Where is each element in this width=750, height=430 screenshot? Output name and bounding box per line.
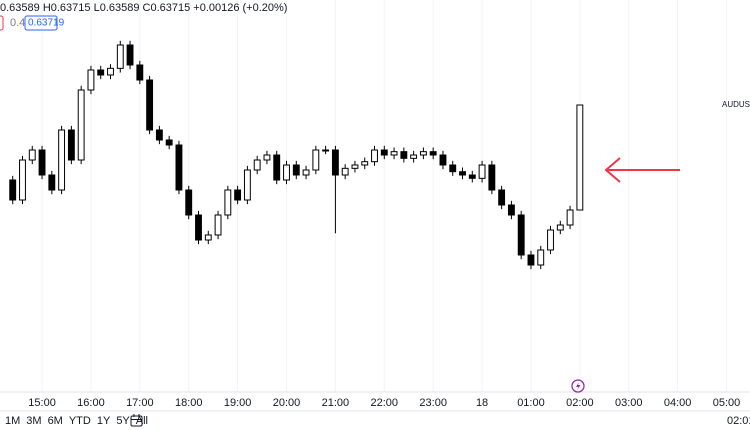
candle-body [468, 174, 476, 179]
candle-body [9, 179, 17, 201]
candle-body [507, 204, 515, 216]
range-button[interactable]: YTD [69, 415, 91, 427]
candle-body [478, 164, 486, 179]
candle-body [556, 224, 564, 231]
candle-body [439, 154, 447, 166]
candle-body [263, 154, 271, 161]
symbol-label: AUDUSD [722, 100, 750, 109]
candle-body [312, 149, 320, 171]
x-tick-label: 19:00 [224, 397, 252, 409]
candle-body [302, 169, 310, 176]
indicator-tag [0, 15, 4, 31]
candle-body [273, 154, 281, 181]
candle-body [390, 151, 398, 156]
candle-body [371, 149, 378, 163]
candle-body [107, 67, 114, 76]
range-button[interactable]: 6M [48, 415, 63, 427]
x-tick-label: 20:00 [273, 397, 301, 409]
candle-body [537, 249, 545, 266]
x-tick-label: 21:00 [322, 397, 350, 409]
candle-body [459, 171, 466, 176]
candle-body [195, 214, 202, 241]
candle-body [87, 69, 95, 91]
x-tick-label: 16:00 [77, 397, 105, 409]
candle-body [97, 69, 105, 76]
candle-body [185, 189, 193, 216]
x-tick-label: 01:00 [517, 397, 545, 409]
candle-body [498, 189, 506, 206]
x-tick-label: 18:00 [175, 397, 203, 409]
x-tick-label: 03:00 [615, 397, 643, 409]
x-tick-label: 23:00 [419, 397, 447, 409]
candle-body [243, 169, 251, 201]
candle-body [224, 189, 232, 216]
clock: 02:01: [727, 415, 750, 427]
candle-body [58, 129, 66, 191]
candle-body [234, 189, 242, 201]
candle-body [292, 164, 300, 176]
candle-body [380, 149, 388, 156]
x-tick-label: 15:00 [28, 397, 56, 409]
candle-body [419, 151, 427, 156]
arrow [604, 157, 680, 183]
price-tag: 0.63719 [28, 18, 65, 29]
candle-body [566, 209, 574, 226]
candle-body [28, 149, 36, 161]
range-button[interactable]: 1Y [97, 415, 111, 427]
candle-body [165, 139, 173, 146]
range-button[interactable]: 3M [26, 415, 41, 427]
candle-body [576, 104, 584, 211]
candle-body [429, 151, 437, 156]
candle-body [449, 164, 457, 173]
candle-body [361, 161, 369, 166]
x-tick-label: 17:00 [126, 397, 154, 409]
candle-body [400, 151, 408, 159]
candle-body [488, 164, 496, 191]
range-button[interactable]: 1M [5, 415, 20, 427]
candle-body [322, 149, 330, 152]
candle-body [547, 229, 554, 251]
candle-body [116, 44, 124, 69]
candle-body [19, 159, 26, 201]
calendar-icon[interactable] [130, 414, 143, 427]
candle-body [331, 149, 339, 176]
candle-body [341, 167, 349, 176]
price-tag-box [24, 15, 58, 31]
candle-body [527, 254, 535, 266]
candle-body [517, 214, 525, 256]
event-icon[interactable] [571, 379, 585, 393]
x-tick-label: 04:00 [664, 397, 692, 409]
x-tick-label: 05:00 [713, 397, 741, 409]
candle-body [155, 129, 163, 141]
indicator-value: 0.4 [10, 17, 25, 29]
ohlc-legend: 0.63589 H0.63715 L0.63589 C0.63715 +0.00… [0, 2, 287, 14]
candle-body [126, 44, 134, 66]
range-button[interactable]: 5Y [116, 415, 130, 427]
candle-body [214, 214, 222, 236]
candle-body [351, 164, 359, 169]
candle-body [146, 79, 154, 131]
candle-body [410, 154, 418, 159]
candle-body [253, 159, 261, 171]
candle-body [204, 234, 212, 241]
candle-body [77, 89, 85, 161]
candle-body [283, 164, 290, 181]
x-tick-label: 18 [476, 397, 488, 409]
candle-body [48, 174, 56, 191]
x-tick-label: 02:00 [566, 397, 594, 409]
candle-body [67, 129, 75, 161]
x-tick-label: 22:00 [371, 397, 399, 409]
candle-body [175, 144, 183, 191]
candle-body [38, 149, 46, 176]
candle-body [136, 64, 144, 81]
